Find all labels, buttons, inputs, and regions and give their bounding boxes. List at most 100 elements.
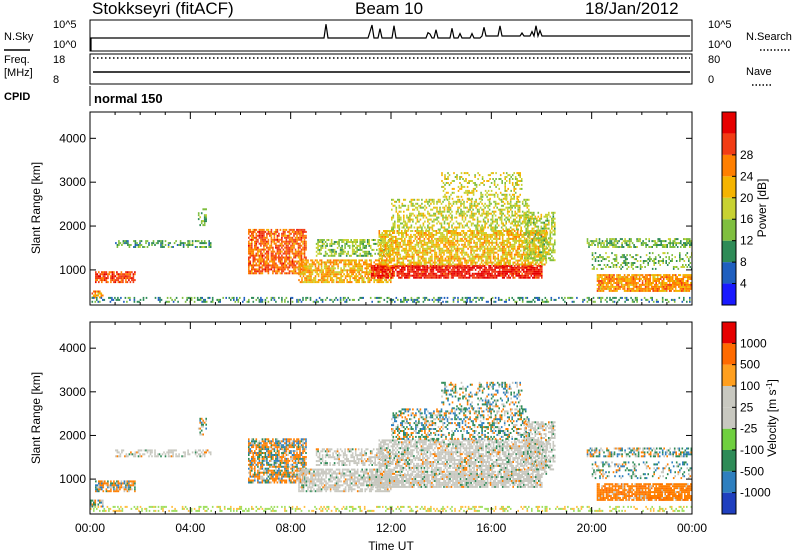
data-cell (257, 268, 259, 271)
data-cell (470, 268, 472, 271)
data-cell (524, 274, 526, 277)
data-cell (282, 230, 285, 233)
data-cell (470, 224, 473, 227)
data-cell (329, 271, 332, 274)
data-cell (276, 238, 279, 241)
data-cell (350, 259, 353, 262)
data-cell (139, 242, 141, 245)
data-cell (263, 248, 265, 251)
data-cell (503, 268, 505, 271)
data-cell (447, 176, 449, 178)
data-cell (301, 271, 303, 274)
data-cell (110, 271, 112, 274)
data-cell (395, 235, 397, 238)
data-cell (521, 233, 523, 236)
data-cell (543, 239, 546, 242)
data-cell (248, 248, 250, 251)
data-cell (353, 244, 355, 247)
data-cell (482, 232, 484, 234)
data-cell (447, 266, 450, 269)
data-cell (399, 243, 402, 246)
data-cell (116, 273, 118, 276)
data-cell (390, 230, 393, 232)
data-cell (493, 212, 495, 215)
data-cell (254, 268, 256, 271)
data-cell (251, 248, 253, 251)
data-cell (449, 257, 451, 260)
data-cell (313, 269, 315, 272)
data-cell (536, 266, 539, 269)
data-cell (302, 228, 304, 231)
data-cell (248, 232, 250, 235)
data-cell (488, 249, 490, 252)
data-cell (398, 276, 400, 279)
data-cell (340, 259, 342, 262)
data-cell (487, 198, 489, 201)
data-cell (485, 261, 487, 264)
data-cell (464, 206, 467, 209)
data-cell (380, 266, 382, 269)
data-cell (363, 250, 366, 253)
data-cell (449, 220, 452, 223)
data-cell (328, 281, 330, 284)
data-cell (446, 268, 448, 271)
data-cell (386, 251, 388, 254)
data-cell (466, 206, 468, 209)
data-cell (411, 241, 414, 244)
data-cell (284, 266, 286, 269)
data-cell (405, 230, 408, 232)
nsky-trace (90, 24, 690, 51)
data-cell (483, 247, 486, 250)
data-cell (464, 272, 466, 275)
data-cell (515, 272, 517, 275)
data-cell (539, 259, 541, 262)
data-cell (528, 210, 530, 213)
data-cell (464, 268, 466, 271)
data-cell (316, 269, 318, 272)
data-cell (510, 264, 513, 267)
data-cell (291, 262, 294, 265)
data-cell (500, 247, 502, 250)
data-cell (447, 241, 450, 244)
data-cell (450, 235, 453, 238)
data-cell (470, 222, 473, 225)
data-cell (390, 237, 393, 240)
data-cell (146, 246, 149, 248)
data-cell (468, 237, 471, 240)
data-cell (503, 214, 506, 217)
data-cell (481, 202, 483, 205)
data-cell (491, 261, 493, 264)
data-cell (368, 263, 371, 266)
data-cell (202, 220, 204, 223)
data-cell (535, 274, 537, 277)
data-cell (422, 255, 424, 258)
data-cell (530, 268, 533, 271)
data-cell (415, 216, 417, 219)
data-cell (355, 269, 357, 272)
data-cell (477, 272, 480, 275)
data-cell (258, 270, 261, 273)
data-cell (362, 254, 364, 257)
data-cell (463, 202, 465, 205)
data-cell (528, 217, 531, 220)
data-cell (355, 261, 357, 264)
data-cell (460, 187, 463, 190)
data-cell (364, 275, 366, 278)
data-cell (376, 279, 379, 282)
data-cell (420, 230, 423, 232)
data-cell (313, 277, 315, 280)
data-cell (302, 266, 304, 269)
data-cell (472, 218, 474, 221)
data-cell (504, 178, 506, 180)
data-cell (466, 224, 468, 227)
data-cell (102, 294, 104, 297)
data-cell (381, 264, 384, 267)
data-cell (322, 271, 324, 274)
data-cell (503, 233, 505, 236)
data-cell (386, 254, 389, 257)
data-cell (261, 228, 264, 231)
data-cell (533, 221, 535, 224)
data-cell (288, 238, 291, 241)
data-cell (278, 234, 280, 237)
data-cell (341, 271, 344, 274)
